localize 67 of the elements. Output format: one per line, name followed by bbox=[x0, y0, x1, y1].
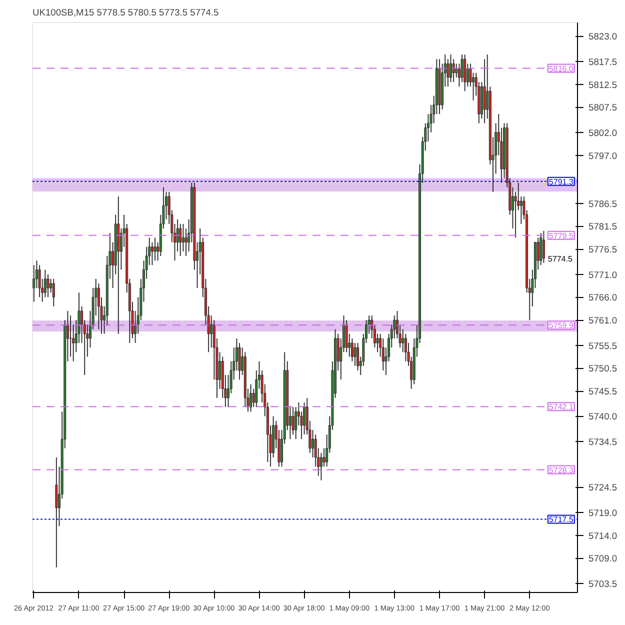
candlestick bbox=[55, 456, 58, 568]
candlestick bbox=[52, 278, 55, 307]
y-tick-label: 5797.0 bbox=[588, 150, 618, 161]
candlestick bbox=[345, 320, 348, 353]
candlestick bbox=[238, 342, 241, 380]
y-tick-label: 5745.5 bbox=[588, 386, 618, 397]
y-tick-label: 5807.5 bbox=[588, 102, 618, 113]
y-tick-label: 5776.5 bbox=[588, 244, 618, 255]
candlestick bbox=[356, 342, 360, 371]
candlestick bbox=[376, 333, 379, 353]
candlestick bbox=[44, 269, 46, 298]
y-tick-label: 5724.5 bbox=[588, 482, 618, 493]
candlestick bbox=[46, 274, 50, 298]
candlestick bbox=[540, 232, 542, 266]
y-tick-label: 5734.5 bbox=[588, 436, 618, 447]
ref-line-label: 5779.5 bbox=[548, 231, 574, 240]
candlestick bbox=[450, 54, 452, 83]
y-tick-label: 5812.5 bbox=[588, 80, 618, 90]
text: 5774.5 bbox=[548, 254, 573, 264]
candlestick bbox=[354, 342, 356, 366]
candlestick bbox=[150, 242, 154, 266]
candlestick bbox=[452, 58, 455, 83]
y-tick-label: 5766.0 bbox=[588, 292, 618, 303]
candlestick bbox=[460, 54, 464, 83]
y-tick-label: 5714.0 bbox=[588, 530, 618, 541]
candlestick bbox=[464, 54, 466, 92]
y-tick-label: 5750.5 bbox=[588, 364, 618, 374]
y-tick-label: 5802.0 bbox=[588, 128, 618, 138]
candlestick bbox=[458, 63, 460, 88]
candlestick bbox=[294, 406, 298, 440]
candlestick bbox=[97, 282, 100, 330]
y-tick-label: 5761.0 bbox=[588, 316, 618, 326]
y-tick-label: 5823.0 bbox=[588, 32, 618, 42]
ref-line-label: 5728.3 bbox=[548, 466, 574, 475]
ref-line-label: 5742.1 bbox=[548, 402, 574, 412]
candlestick bbox=[320, 452, 322, 481]
candlestick bbox=[446, 58, 450, 88]
candlestick bbox=[184, 228, 188, 256]
y-tick-label: 5771.0 bbox=[588, 270, 618, 280]
y-tick-label: 5786.5 bbox=[588, 198, 618, 209]
candlestick bbox=[483, 58, 486, 124]
candlestick bbox=[154, 237, 156, 262]
candlestick bbox=[32, 264, 36, 302]
ref-line-label: 5791.3 bbox=[548, 177, 574, 186]
candlestick bbox=[350, 338, 354, 362]
candlestick bbox=[322, 448, 326, 468]
candlestick bbox=[38, 264, 41, 298]
candlestick bbox=[303, 402, 306, 436]
y-tick-label: 5781.5 bbox=[588, 222, 618, 232]
candlestick bbox=[182, 223, 184, 252]
y-tick-label: 5719.0 bbox=[588, 508, 618, 518]
candlestick bbox=[179, 223, 182, 256]
y-tick-label: 5755.5 bbox=[588, 340, 618, 351]
candlestick bbox=[472, 72, 475, 101]
candlestick bbox=[250, 384, 252, 412]
y-tick-label: 5817.5 bbox=[588, 56, 618, 67]
ref-line-label: 5759.9 bbox=[548, 321, 574, 330]
candlestick bbox=[292, 406, 294, 436]
chart-title: UK100SB,M15 5778.5 5780.5 5773.5 5774.5 bbox=[32, 8, 219, 18]
ref-line-label: 5816.0 bbox=[548, 64, 574, 74]
candlestick bbox=[382, 338, 384, 371]
ref-line-label: 5717.5 bbox=[548, 515, 574, 524]
candlestick bbox=[542, 230, 545, 264]
y-tick-label: 5740.0 bbox=[588, 412, 618, 422]
y-tick-label: 5709.0 bbox=[588, 554, 618, 564]
candlestick bbox=[404, 333, 407, 362]
y-tick-label: 5703.5 bbox=[588, 578, 618, 589]
